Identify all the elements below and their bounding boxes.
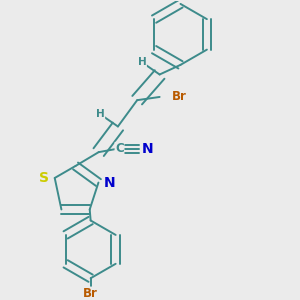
Text: Br: Br — [83, 287, 98, 300]
Text: H: H — [96, 109, 105, 119]
Text: C: C — [115, 142, 124, 155]
Text: N: N — [141, 142, 153, 156]
Text: Br: Br — [172, 91, 187, 103]
Text: N: N — [104, 176, 116, 190]
Text: H: H — [138, 57, 146, 67]
Text: S: S — [39, 171, 49, 185]
